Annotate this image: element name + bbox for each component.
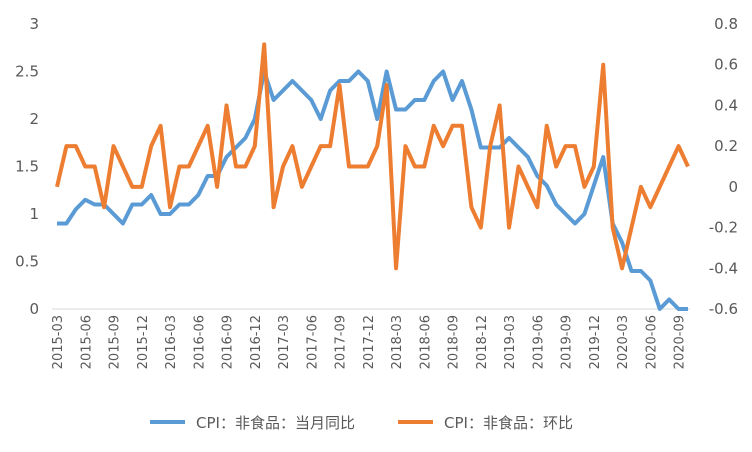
x-tick-label: 2018-12: [475, 315, 490, 369]
x-tick-label: 2017-03: [277, 315, 292, 369]
series-line-yoy: [57, 69, 688, 311]
right-tick-label: -0.2: [709, 219, 738, 237]
x-tick-label: 2016-12: [249, 315, 264, 369]
x-tick-label: 2020-09: [673, 315, 688, 369]
x-tick-label: 2018-06: [418, 315, 433, 369]
x-tick-label: 2019-09: [560, 315, 575, 369]
x-tick-label: 2019-12: [588, 315, 603, 369]
x-tick-label: 2017-09: [334, 315, 349, 369]
x-tick-label: 2019-06: [531, 315, 546, 369]
left-axis: 0 0.5 1 1.5 2 2.5 3: [15, 15, 39, 318]
x-tick-label: 2017-06: [305, 315, 320, 369]
right-tick-label: -0.4: [709, 259, 738, 277]
left-tick-label: 2: [29, 110, 39, 128]
left-tick-label: 2.5: [15, 63, 39, 81]
right-tick-label: 0.8: [714, 15, 738, 33]
x-tick-label: 2015-09: [108, 315, 123, 369]
left-tick-label: 1: [29, 205, 39, 223]
legend: CPI：非食品：当月同比 CPI：非食品：环比: [150, 414, 573, 432]
x-tick-label: 2016-09: [221, 315, 236, 369]
left-tick-label: 1.5: [15, 158, 39, 176]
left-tick-label: 0: [29, 300, 39, 318]
right-tick-label: 0.4: [714, 96, 738, 114]
legend-label-mom: CPI：非食品：环比: [444, 414, 573, 432]
x-tick-label: 2015-06: [79, 315, 94, 369]
right-tick-label: -0.6: [709, 300, 738, 318]
x-tick-label: 2015-12: [136, 315, 151, 369]
series-line-mom: [55, 42, 690, 271]
x-tick-label: 2015-03: [51, 315, 66, 369]
left-tick-label: 3: [29, 15, 39, 33]
x-tick-label: 2016-06: [192, 315, 207, 369]
x-tick-label: 2019-03: [503, 315, 518, 369]
x-axis: 2015-03 2015-06 2015-09 2015-12 2016-03 2016-…: [51, 315, 688, 369]
x-tick-label: 2020-06: [644, 315, 659, 369]
x-tick-label: 2018-03: [390, 315, 405, 369]
left-tick-label: 0.5: [15, 253, 39, 271]
x-tick-label: 2016-03: [164, 315, 179, 369]
series-layer: [55, 42, 690, 311]
right-tick-label: 0.6: [714, 56, 738, 74]
right-axis: -0.6 -0.4 -0.2 0 0.2 0.4 0.6 0.8: [709, 15, 738, 318]
x-tick-label: 2018-09: [447, 315, 462, 369]
legend-label-yoy: CPI：非食品：当月同比: [196, 414, 355, 432]
right-tick-label: 0: [728, 178, 738, 196]
x-tick-label: 2017-12: [362, 315, 377, 369]
right-tick-label: 0.2: [714, 137, 738, 155]
x-tick-label: 2020-03: [616, 315, 631, 369]
